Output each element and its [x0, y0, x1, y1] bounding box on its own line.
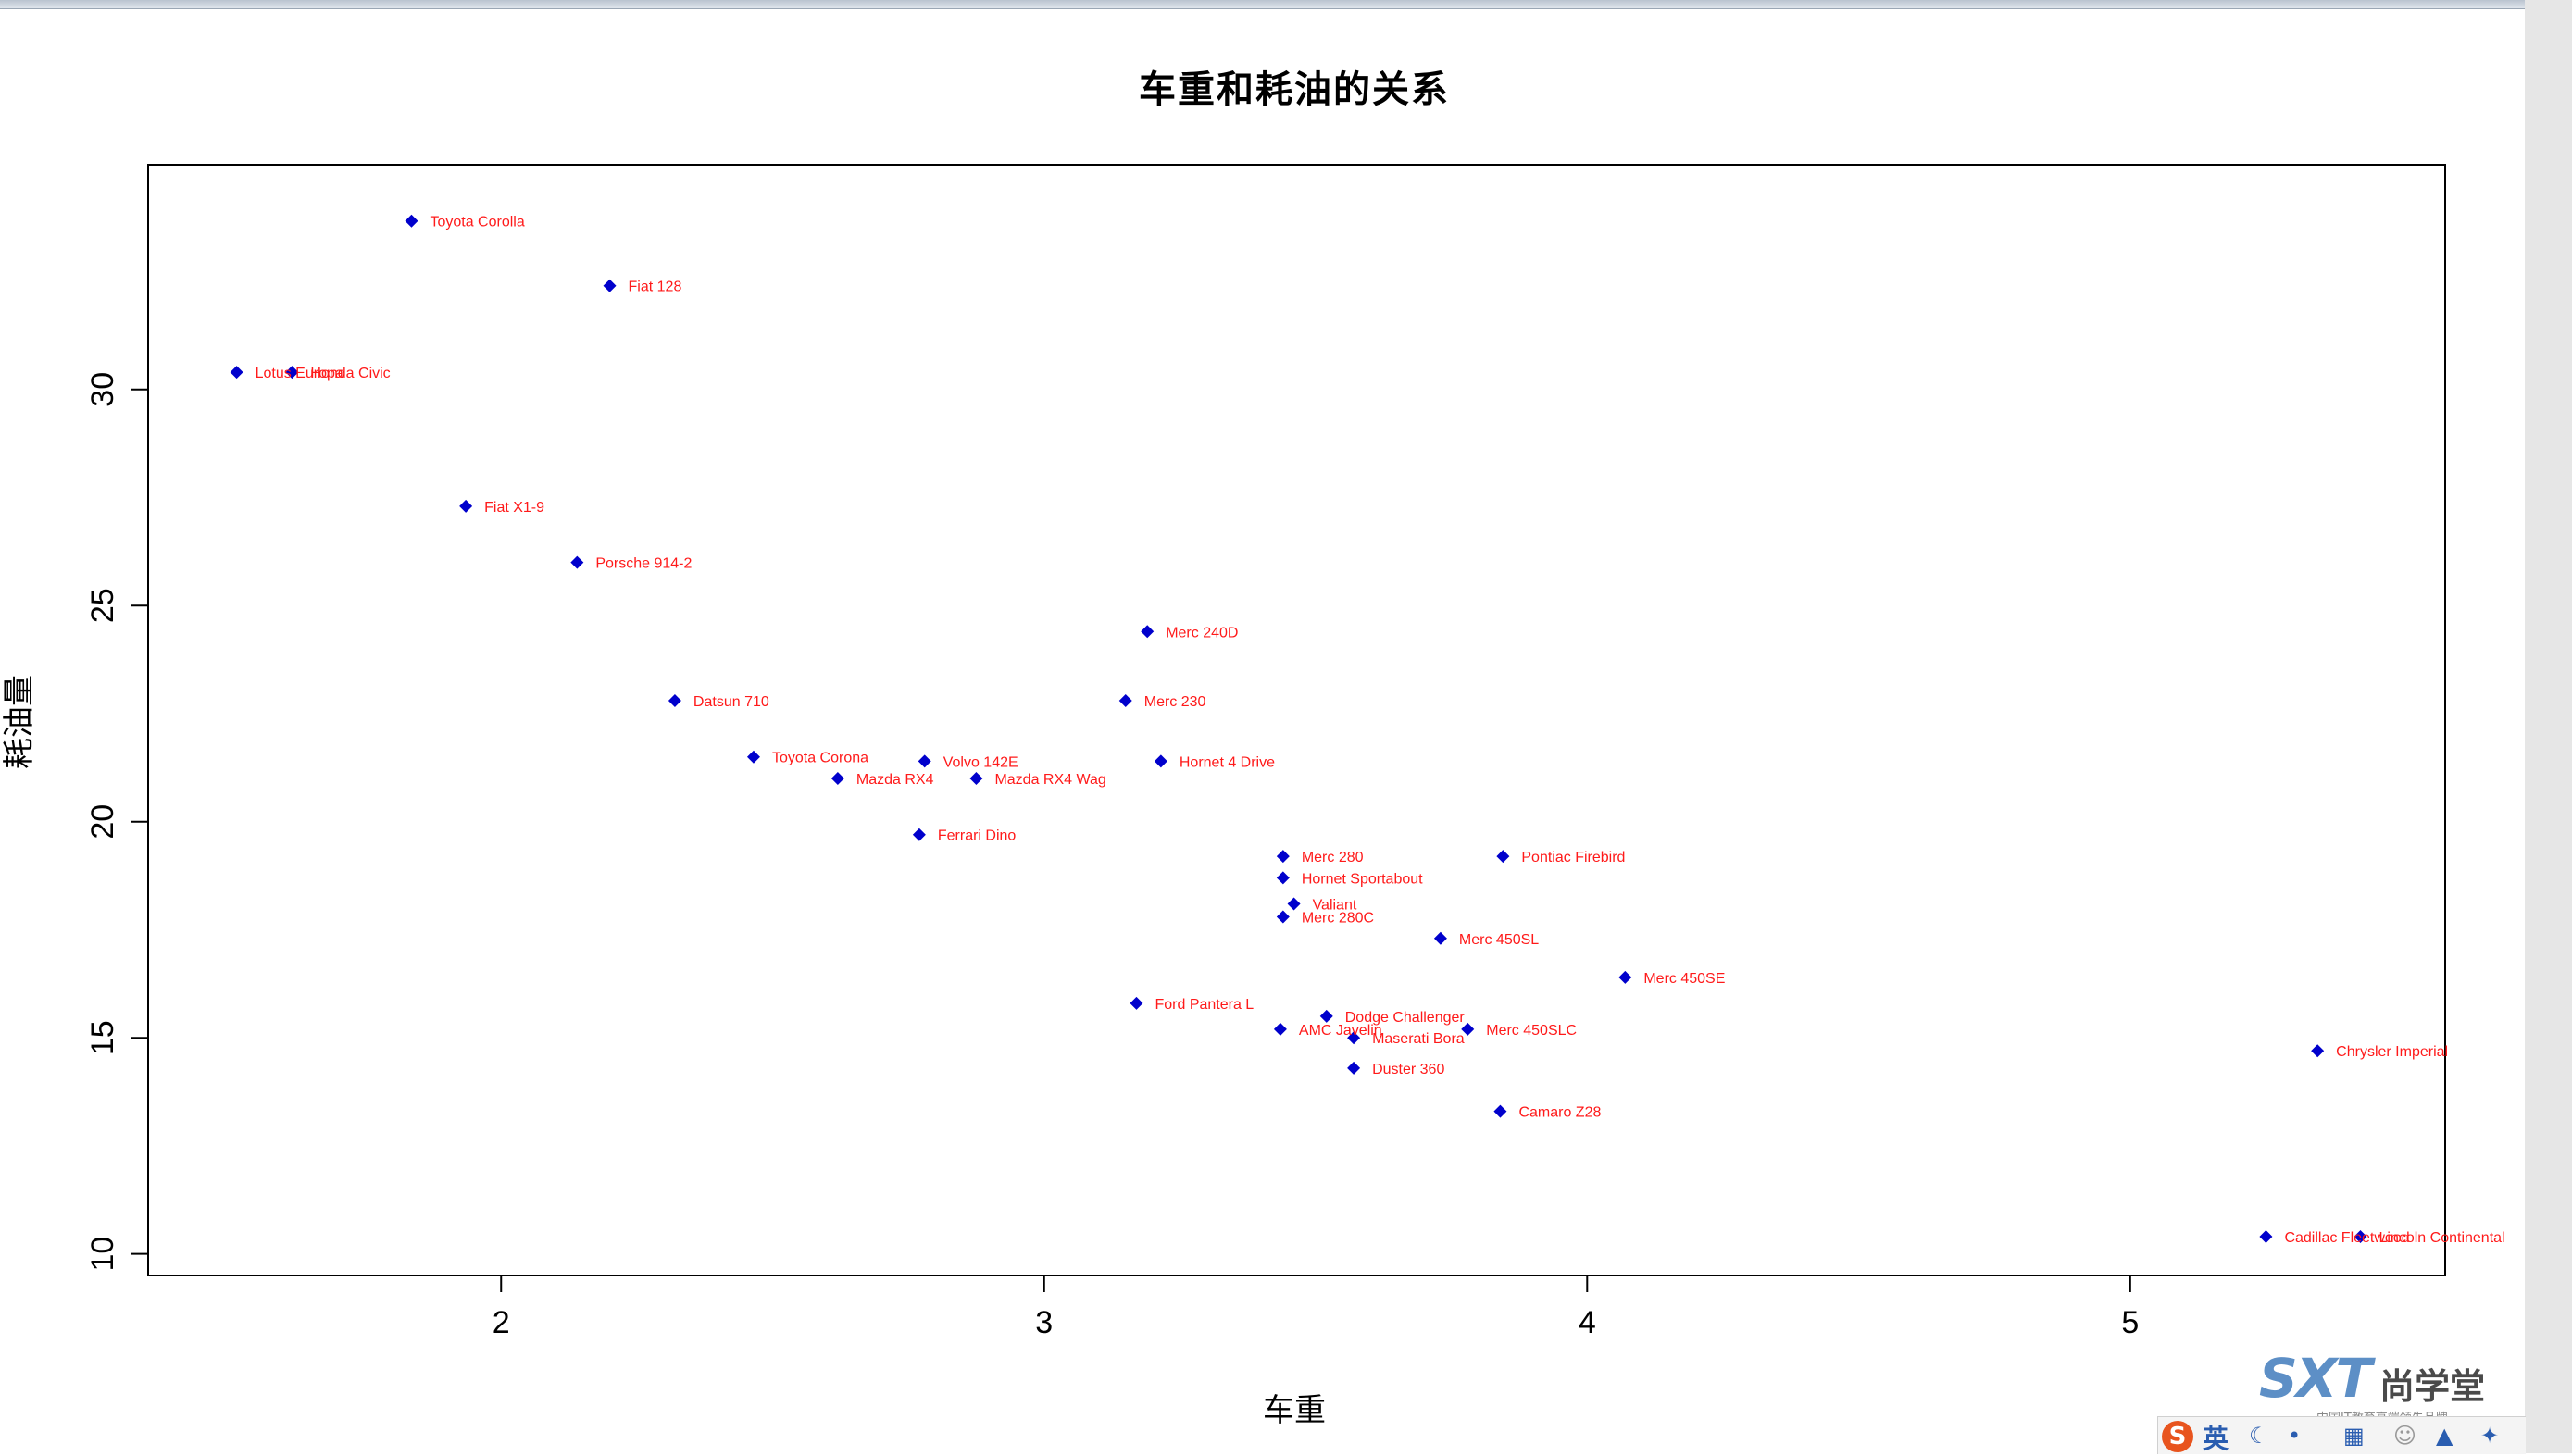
point-label: Merc 230 [1144, 694, 1206, 710]
data-point [2259, 1229, 2273, 1243]
point-label: Volvo 142E [943, 754, 1018, 770]
point-label: Porsche 914-2 [595, 556, 692, 572]
window-right-edge [2525, 0, 2572, 1453]
point-label: Merc 280 [1302, 850, 1364, 865]
data-point [912, 828, 926, 841]
point-label: Hornet 4 Drive [1180, 754, 1275, 770]
point-label: Pontiac Firebird [1521, 850, 1625, 865]
y-axis: 10 15 20 25 30 [85, 372, 149, 1272]
point-label: Hornet Sportabout [1302, 871, 1423, 887]
point-label: Cadillac Fleetwood [2284, 1230, 2409, 1246]
data-point [830, 772, 844, 786]
data-point [1118, 693, 1132, 707]
data-point [1154, 754, 1167, 768]
point-label: Fiat 128 [629, 280, 682, 295]
data-point [1273, 1022, 1287, 1036]
window-top-edge [0, 0, 2572, 9]
data-point [459, 499, 473, 513]
point-label: Datsun 710 [693, 694, 769, 710]
data-point [1276, 910, 1290, 924]
point-label: Toyota Corona [772, 751, 868, 766]
y-tick-label: 10 [85, 1237, 120, 1272]
point-label: Mazda RX4 Wag [994, 772, 1105, 788]
point-label: Merc 450SLC [1486, 1023, 1577, 1039]
watermark-logo: SXT 尚学堂 中国IT教育高端领先品牌 [2241, 1347, 2518, 1430]
shirt-icon[interactable]: ▲ [2436, 1423, 2453, 1449]
watermark-brand-cn: 尚学堂 [2379, 1366, 2486, 1407]
point-label: Ferrari Dino [938, 828, 1017, 844]
point-label: Ford Pantera L [1155, 997, 1254, 1013]
y-tick-label: 30 [85, 372, 120, 407]
data-point [2311, 1044, 2325, 1058]
data-point [918, 754, 931, 768]
x-axis: 2 3 4 5 [493, 1275, 2139, 1340]
point-label: Honda Civic [310, 366, 390, 381]
point-label: Merc 450SL [1459, 932, 1539, 948]
data-point [668, 693, 681, 707]
plot-frame [147, 164, 2446, 1276]
keyboard-icon[interactable]: ▦ [2343, 1423, 2365, 1449]
point-label: Valiant [1313, 897, 1357, 913]
y-tick-label: 25 [85, 588, 120, 623]
wrench-icon[interactable]: ✦ [2480, 1423, 2500, 1449]
x-axis-label: 车重 [1263, 1392, 1326, 1429]
point-label: Fiat X1-9 [484, 500, 544, 516]
labels-layer: Toyota Corolla Fiat 128 Lotus EuropaHonda … [256, 215, 2505, 1246]
ime-toolbar[interactable]: S 英 ☾ • ▦ ☺ ▲ ✦ [2157, 1416, 2526, 1454]
data-point [1433, 931, 1447, 945]
data-point [1493, 1104, 1507, 1118]
point-label: Chrysler Imperial [2336, 1044, 2448, 1060]
data-point [2354, 1229, 2367, 1243]
x-tick-label: 3 [1035, 1305, 1053, 1340]
point-label: Toyota Corolla [430, 215, 524, 230]
y-tick-label: 15 [85, 1020, 120, 1055]
y-axis-label: 耗油量 [1, 675, 38, 769]
data-point [1130, 996, 1143, 1010]
data-point [746, 750, 760, 764]
data-point [1276, 871, 1290, 885]
ime-language-toggle[interactable]: 英 [2203, 1424, 2229, 1454]
point-label: Mazda RX4 [856, 772, 934, 788]
point-label: AMC Javelin [1299, 1023, 1382, 1039]
data-point [570, 555, 584, 569]
data-point [1287, 897, 1301, 911]
data-point [1141, 625, 1155, 639]
data-point [1276, 850, 1290, 864]
data-point [603, 279, 617, 292]
data-point [1496, 850, 1510, 864]
scatter-chart: 车重和耗油的关系 2 3 4 5 10 15 20 25 30 Toyota Corolla F… [1, 68, 2505, 1429]
data-point [405, 214, 418, 228]
point-label: Merc 280C [1302, 910, 1374, 926]
watermark-brand-latin: SXT [2259, 1347, 2372, 1410]
punctuation-icon[interactable]: • [2288, 1423, 2302, 1449]
point-label: Duster 360 [1372, 1062, 1444, 1077]
data-point [285, 366, 299, 380]
data-point [1461, 1022, 1475, 1036]
x-tick-label: 2 [493, 1305, 510, 1340]
points-layer [230, 214, 2367, 1243]
data-point [1347, 1031, 1361, 1045]
point-label: Maserati Bora [1372, 1031, 1465, 1047]
data-point [1347, 1061, 1361, 1075]
moon-icon[interactable]: ☾ [2249, 1423, 2269, 1449]
chart-title: 车重和耗油的关系 [1139, 68, 1450, 111]
point-label: Camaro Z28 [1518, 1105, 1601, 1121]
x-tick-label: 4 [1579, 1305, 1596, 1340]
point-label: Merc 450SE [1643, 971, 1725, 987]
y-tick-label: 20 [85, 804, 120, 840]
point-label: Lotus Europa [256, 366, 343, 381]
data-point [1618, 970, 1632, 984]
point-label: Merc 240D [1166, 625, 1238, 641]
data-point [230, 366, 243, 380]
point-label: Dodge Challenger [1345, 1010, 1466, 1026]
data-point [1319, 1009, 1333, 1023]
point-label: Lincoln Continental [2379, 1230, 2505, 1246]
x-tick-label: 5 [2121, 1305, 2139, 1340]
user-icon[interactable]: ☺ [2393, 1423, 2417, 1449]
ime-logo-icon[interactable]: S [2162, 1421, 2193, 1452]
data-point [969, 772, 983, 786]
